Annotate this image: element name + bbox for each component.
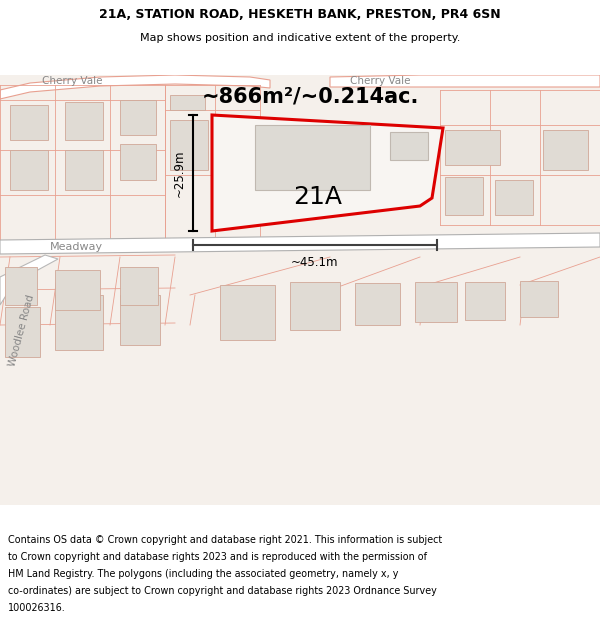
Text: 21A: 21A bbox=[293, 185, 343, 209]
Text: Meadway: Meadway bbox=[50, 242, 103, 252]
Bar bbox=[55, 295, 103, 350]
Bar bbox=[10, 150, 48, 190]
Bar bbox=[120, 267, 158, 305]
Bar bbox=[170, 120, 208, 170]
Bar bbox=[465, 282, 505, 320]
Bar bbox=[55, 270, 100, 310]
Text: Cherry Vale: Cherry Vale bbox=[350, 76, 410, 86]
Text: 100026316.: 100026316. bbox=[8, 602, 65, 612]
Bar bbox=[225, 135, 253, 155]
Polygon shape bbox=[0, 233, 600, 254]
Bar bbox=[10, 105, 48, 140]
Bar bbox=[255, 125, 370, 190]
Bar bbox=[65, 150, 103, 190]
Bar bbox=[390, 132, 428, 160]
Text: ~866m²/~0.214ac.: ~866m²/~0.214ac. bbox=[202, 87, 419, 107]
Bar bbox=[520, 281, 558, 317]
Polygon shape bbox=[212, 115, 443, 231]
Polygon shape bbox=[0, 75, 270, 99]
Bar bbox=[445, 177, 483, 215]
Text: Map shows position and indicative extent of the property.: Map shows position and indicative extent… bbox=[140, 33, 460, 43]
Text: to Crown copyright and database rights 2023 and is reproduced with the permissio: to Crown copyright and database rights 2… bbox=[8, 552, 427, 562]
Bar bbox=[5, 307, 40, 357]
Bar bbox=[290, 282, 340, 330]
Bar bbox=[220, 285, 275, 340]
Text: 21A, STATION ROAD, HESKETH BANK, PRESTON, PR4 6SN: 21A, STATION ROAD, HESKETH BANK, PRESTON… bbox=[99, 8, 501, 21]
Bar bbox=[495, 180, 533, 215]
Text: Woodlee Road: Woodlee Road bbox=[8, 293, 37, 367]
Bar bbox=[543, 130, 588, 170]
Text: Cherry Vale: Cherry Vale bbox=[42, 76, 102, 86]
Bar bbox=[120, 295, 160, 345]
Bar bbox=[415, 282, 457, 322]
Polygon shape bbox=[330, 75, 600, 87]
Bar bbox=[120, 144, 156, 180]
Bar bbox=[170, 95, 205, 110]
Polygon shape bbox=[0, 255, 58, 305]
Bar bbox=[120, 100, 156, 135]
Text: Contains OS data © Crown copyright and database right 2021. This information is : Contains OS data © Crown copyright and d… bbox=[8, 535, 442, 545]
Text: ~45.1m: ~45.1m bbox=[291, 256, 339, 269]
Text: co-ordinates) are subject to Crown copyright and database rights 2023 Ordnance S: co-ordinates) are subject to Crown copyr… bbox=[8, 586, 437, 596]
Text: ~25.9m: ~25.9m bbox=[173, 149, 185, 197]
Bar bbox=[445, 130, 500, 165]
Bar bbox=[355, 283, 400, 325]
Bar bbox=[65, 102, 103, 140]
Bar bbox=[5, 267, 37, 305]
Text: HM Land Registry. The polygons (including the associated geometry, namely x, y: HM Land Registry. The polygons (includin… bbox=[8, 569, 398, 579]
